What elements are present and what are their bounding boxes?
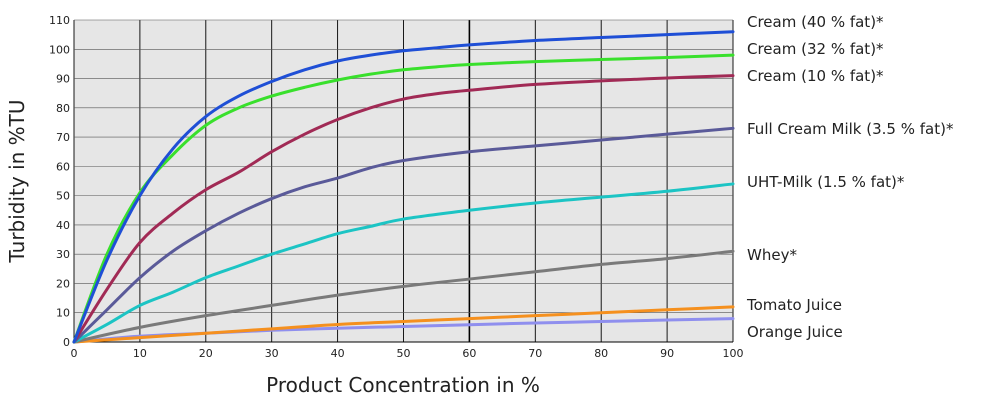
y-tick-label-10: 10 [56, 307, 70, 320]
series-label-cream-32-fat: Cream (32 % fat)* [747, 40, 884, 58]
x-tick-label-90: 90 [660, 347, 674, 360]
series-line-full-cream-milk-3-5-fat [72, 126, 735, 344]
y-tick-label-60: 60 [56, 160, 70, 173]
y-tick-label-110: 110 [49, 14, 70, 27]
x-tick-label-30: 30 [265, 347, 279, 360]
y-tick-label-50: 50 [56, 190, 70, 203]
y-tick-label-40: 40 [56, 219, 70, 232]
series-line-whey [72, 249, 735, 344]
x-tick-label-60: 60 [462, 347, 476, 360]
y-tick-label-30: 30 [56, 248, 70, 261]
y-tick-label-0: 0 [63, 336, 70, 349]
y-axis-title: Turbidity in %TU [5, 99, 29, 263]
y-tick-label-100: 100 [49, 43, 70, 56]
series-label-uht-milk-1-5-fat: UHT-Milk (1.5 % fat)* [747, 173, 905, 191]
x-tick-label-70: 70 [528, 347, 542, 360]
x-tick-label-10: 10 [133, 347, 147, 360]
series-label-orange-juice: Orange Juice [747, 323, 843, 341]
y-tick-label-90: 90 [56, 73, 70, 86]
x-axis-title: Product Concentration in % [266, 373, 540, 397]
series-line-uht-milk-1-5-fat [72, 182, 735, 344]
y-axis-ticks: 0 10 20 30 40 50 60 70 80 90 100 110 [49, 14, 70, 349]
series-line-cream-40-fat [72, 30, 735, 344]
series-label-cream-40-fat: Cream (40 % fat)* [747, 13, 884, 31]
series-label-cream-10-fat: Cream (10 % fat)* [747, 67, 884, 85]
series-labels: Cream (40 % fat)* Cream (32 % fat)* Cream … [746, 13, 954, 341]
x-tick-label-0: 0 [71, 347, 78, 360]
x-tick-label-80: 80 [594, 347, 608, 360]
x-tick-label-40: 40 [331, 347, 345, 360]
series-line-tomato-juice [72, 305, 735, 344]
x-tick-label-50: 50 [397, 347, 411, 360]
series-label-tomato-juice: Tomato Juice [746, 296, 842, 314]
x-axis-ticks: 0 10 20 30 40 50 60 70 80 90 100 [71, 347, 744, 360]
series-label-full-cream-milk-3-5-fat: Full Cream Milk (3.5 % fat)* [747, 120, 954, 138]
x-tick-label-100: 100 [723, 347, 744, 360]
series-lines [72, 30, 735, 344]
y-tick-label-20: 20 [56, 277, 70, 290]
series-label-whey: Whey* [747, 246, 797, 264]
x-tick-label-20: 20 [199, 347, 213, 360]
y-tick-label-70: 70 [56, 131, 70, 144]
y-tick-label-80: 80 [56, 102, 70, 115]
series-line-cream-10-fat [72, 74, 735, 344]
